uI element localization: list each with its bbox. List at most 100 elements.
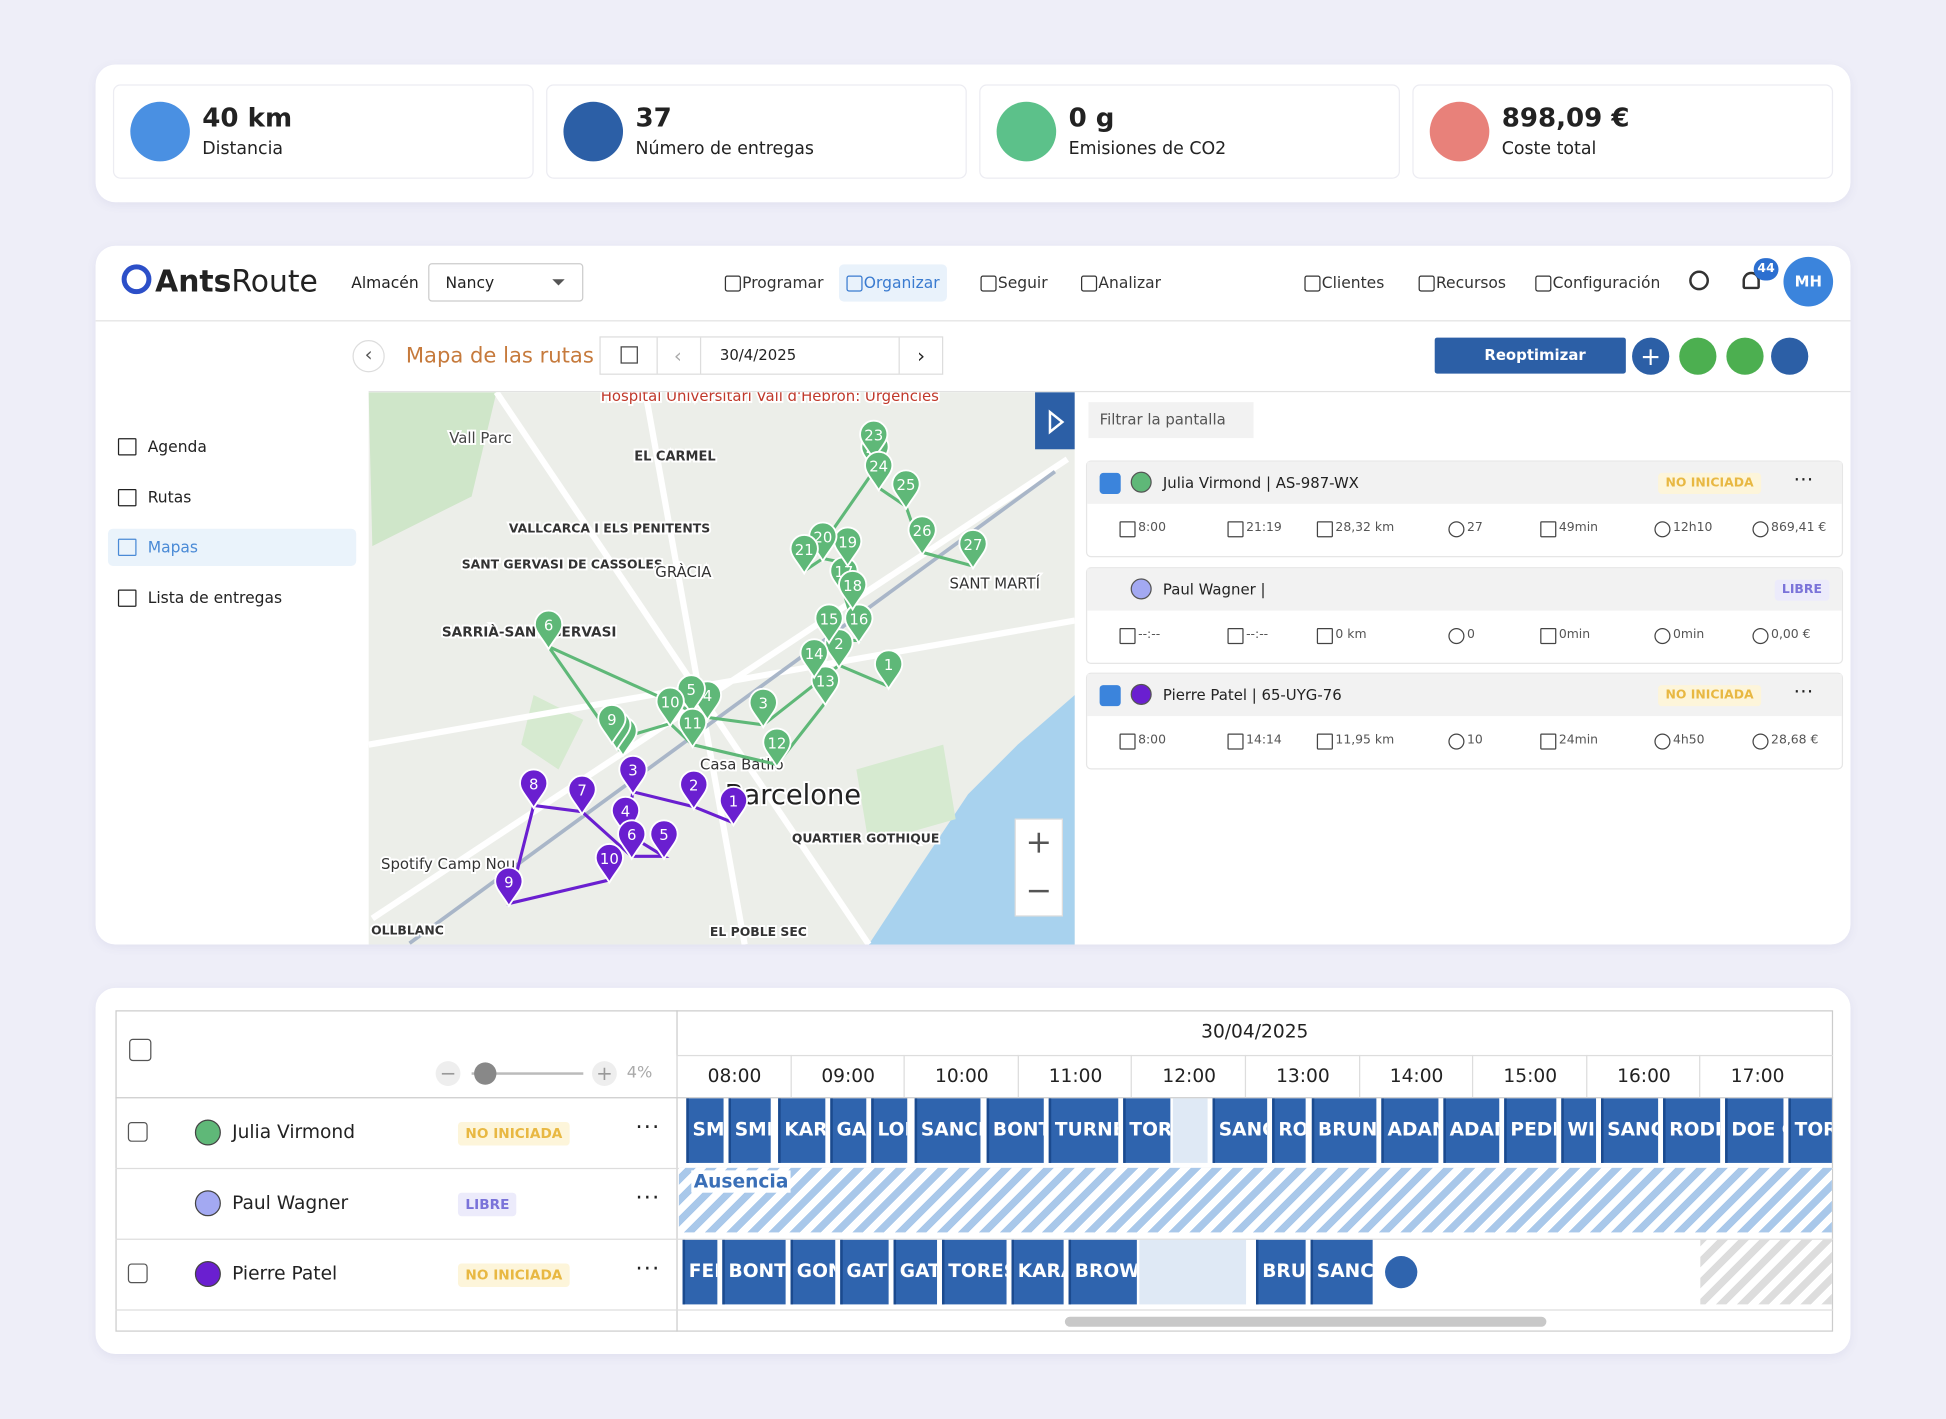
task-block[interactable]: SMIT [728,1098,771,1163]
task-block[interactable]: SANCH [1310,1239,1373,1305]
warehouse-select[interactable]: Nancy [428,263,584,302]
date-picker[interactable]: ‹ 30/4/2025 › [599,336,944,375]
more-button[interactable]: ··· [635,1114,661,1141]
task-block[interactable]: GAI [830,1098,867,1163]
route-detail: 4h50 [1673,733,1705,748]
route-detail: 21:19 [1246,521,1282,535]
detail-icon [1654,733,1671,750]
nav-item[interactable]: Analizar [1074,264,1169,301]
filter-button[interactable]: Filtrar la pantalla [1088,402,1254,439]
task-block[interactable]: TOR [1788,1098,1832,1163]
place-label: EL CARMEL [634,449,716,464]
panel-toggle[interactable] [1035,392,1075,450]
nav-item[interactable]: Clientes [1297,264,1392,301]
task-block[interactable]: RO [1272,1098,1306,1163]
task-block[interactable]: TORES [941,1239,1007,1305]
mail-button[interactable] [1771,337,1809,375]
absence-label: Ausencia [691,1170,791,1193]
sep [699,337,702,374]
collapse-button[interactable]: ‹ [352,340,385,373]
route-checkbox[interactable] [1099,685,1121,707]
task-block[interactable]: KAR [778,1098,826,1163]
map[interactable]: Hospital Universitari Vall d'Hebron: Urg… [368,392,1075,945]
sidebar-item[interactable]: Mapas [107,528,357,566]
zoom-out[interactable]: − [435,1061,461,1086]
task-block[interactable]: ADAN [1443,1098,1500,1163]
task-block[interactable]: BRUN [1311,1098,1377,1163]
more-button[interactable]: ··· [635,1185,661,1212]
task-block[interactable]: GON [790,1239,836,1305]
marker-label: 10 [661,693,680,711]
lock-button[interactable] [1726,337,1764,375]
task-block[interactable]: GAT [840,1239,889,1305]
sidebar-item[interactable]: Rutas [108,478,356,515]
nav-item[interactable]: Configuración [1528,264,1668,301]
task-block[interactable]: FER [682,1239,718,1305]
map-marker [838,569,868,612]
sidebar-icon [117,488,137,506]
task-block[interactable]: DOE C [1725,1098,1784,1163]
task-block[interactable]: SANC [1212,1098,1268,1163]
sidebar-icon [117,588,137,607]
marker-label: 20 [813,528,832,546]
slider-knob[interactable] [474,1062,497,1085]
more-button[interactable]: ··· [635,1255,661,1283]
cloud-button[interactable] [1679,337,1717,375]
kpi-label: Coste total [1501,139,1597,159]
kpi-box: 40 km Distancia [112,84,534,179]
prev[interactable]: ‹ [673,343,682,368]
route-checkbox[interactable] [1099,472,1121,494]
task-block[interactable]: BROW [1068,1239,1137,1305]
row-checkbox[interactable] [127,1263,148,1284]
search-icon[interactable] [1689,270,1709,291]
route-status: LIBRE [1774,578,1830,601]
marker-label: 2 [689,777,698,795]
select-all[interactable] [129,1038,152,1062]
more-button[interactable]: ⋯ [1793,466,1815,491]
task-block[interactable]: LOI [871,1098,908,1163]
row-checkbox[interactable] [127,1121,148,1142]
avatar[interactable]: MH [1783,256,1834,307]
task-block[interactable]: KARA [1011,1239,1064,1305]
task-block[interactable]: PEDR [1504,1098,1557,1163]
scrollbar[interactable] [1064,1316,1547,1327]
map-marker [958,529,988,571]
marker-label: 6 [627,826,636,844]
nav-item[interactable]: Organizar [838,264,948,302]
detail-icon [1540,733,1557,750]
task-block[interactable]: WIL [1561,1098,1597,1163]
more-button[interactable]: ⋯ [1793,678,1815,703]
logo[interactable]: AntsRoute [121,264,318,299]
sidebar-item[interactable]: Lista de entregas [108,579,356,616]
zoom-in[interactable]: + [592,1061,617,1086]
route-detail: 0min [1673,627,1705,642]
task-block[interactable]: TOR [1123,1098,1171,1163]
bell-icon[interactable] [1742,271,1760,290]
detail-icon [1227,521,1244,538]
nav-item[interactable]: Recursos [1411,264,1513,301]
sidebar-item[interactable]: Agenda [108,428,356,465]
hour-label: 17:00 [1699,1054,1815,1098]
task-block[interactable]: SANCH [914,1098,981,1163]
task-block[interactable]: BONT [986,1098,1044,1163]
kpi-label: Número de entregas [635,139,814,159]
add-button[interactable]: + [1632,337,1670,375]
end-marker[interactable] [1385,1255,1418,1289]
nav-item[interactable]: Programar [717,264,831,301]
marker-label: 4 [621,803,630,821]
task-block[interactable]: SMI [686,1098,724,1163]
task-block[interactable]: GAT [893,1239,938,1305]
kpi-box: 37 Número de entregas [546,84,967,179]
task-block[interactable]: BRU [1255,1239,1306,1305]
nav-item[interactable]: Seguir [973,264,1055,301]
task-block[interactable]: SANC [1601,1098,1659,1163]
task-block[interactable]: ADAN [1381,1098,1439,1163]
row-name: Paul Wagner [232,1191,349,1214]
task-block[interactable]: BONTE [722,1239,786,1305]
next[interactable]: › [917,343,926,368]
kpi-value: 0 g [1068,103,1115,133]
task-block[interactable]: TURNEI [1048,1098,1119,1163]
task-block[interactable]: RODR [1663,1098,1721,1163]
reoptimize-button[interactable]: Reoptimizar rutas [1434,337,1626,400]
